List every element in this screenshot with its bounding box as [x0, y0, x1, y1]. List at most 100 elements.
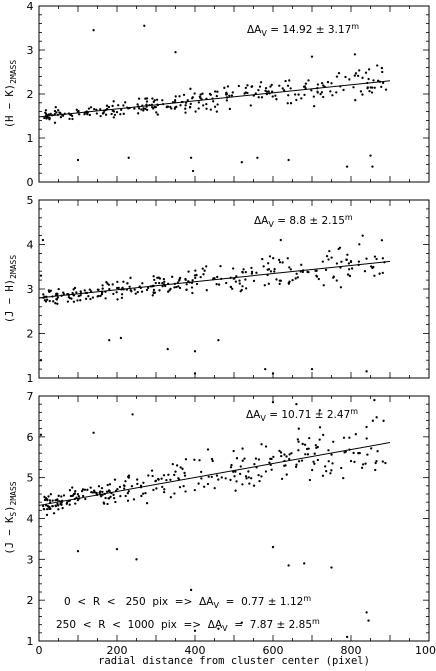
data-point	[230, 94, 234, 97]
data-point	[189, 102, 192, 106]
data-point	[370, 91, 374, 94]
data-point	[239, 290, 242, 293]
data-point	[272, 257, 275, 260]
data-point	[65, 502, 68, 505]
data-point	[244, 271, 247, 274]
data-point	[158, 277, 162, 280]
data-point	[167, 473, 170, 476]
data-point	[105, 490, 109, 493]
data-point	[199, 93, 202, 96]
data-point	[231, 267, 235, 270]
outlier-point	[39, 274, 43, 277]
data-point	[91, 296, 95, 299]
data-point	[226, 85, 230, 88]
data-point	[206, 482, 210, 486]
outlier-point	[303, 562, 306, 565]
data-point	[366, 453, 369, 456]
data-point	[342, 436, 346, 439]
data-point	[203, 269, 206, 272]
data-point	[216, 275, 219, 279]
data-point	[327, 449, 330, 452]
data-point	[84, 497, 87, 501]
data-point	[124, 494, 127, 498]
data-point	[71, 117, 74, 121]
data-point	[278, 84, 281, 87]
data-point	[88, 113, 91, 117]
data-point	[62, 494, 66, 497]
data-point	[321, 474, 325, 477]
data-point	[106, 502, 109, 506]
outlier-point	[193, 372, 197, 375]
data-point	[152, 288, 156, 292]
data-point	[356, 74, 360, 78]
outlier-point	[353, 53, 357, 56]
data-point	[297, 460, 301, 463]
outlier-point	[279, 238, 282, 242]
y-tick-labels-jks: 1 2 3 4 5 6 7	[27, 390, 34, 648]
data-point	[72, 300, 76, 303]
data-point	[193, 92, 196, 95]
data-point	[207, 475, 210, 478]
data-point	[112, 116, 115, 119]
data-point	[382, 419, 385, 422]
outlier-point	[174, 51, 177, 54]
outlier-point	[143, 24, 146, 27]
data-point	[263, 284, 266, 287]
tick-marks-hk	[38, 5, 430, 183]
data-point	[278, 449, 281, 453]
data-point	[133, 107, 136, 110]
data-point	[313, 452, 316, 455]
data-point	[117, 286, 120, 290]
data-point	[191, 279, 194, 282]
outlier-point	[193, 350, 197, 353]
data-point	[117, 104, 120, 107]
data-point	[132, 498, 136, 501]
data-point	[297, 440, 300, 443]
data-point	[205, 102, 208, 106]
data-point	[175, 285, 178, 289]
outlier-point	[92, 431, 95, 434]
tick-marks-jks	[38, 395, 430, 642]
data-point	[328, 249, 331, 253]
data-point	[97, 485, 101, 488]
data-point	[51, 499, 54, 502]
data-point	[107, 105, 111, 109]
data-point	[178, 286, 182, 290]
data-point	[279, 451, 283, 454]
data-point	[173, 99, 177, 102]
data-point	[243, 457, 246, 460]
data-point	[357, 260, 361, 263]
data-point	[367, 77, 370, 81]
y-tick-label: 4	[27, 0, 34, 13]
data-point	[378, 272, 381, 275]
data-point	[56, 302, 59, 305]
fit-line-hk	[38, 80, 391, 118]
panel-hk: 0 1 2 3 4 (H − K)2MASS ΔAV = 14.92 ± 3.17m	[4, 0, 430, 189]
data-point	[340, 260, 343, 263]
data-point	[255, 271, 258, 274]
y-tick-label: 5	[27, 472, 34, 485]
data-point	[229, 466, 233, 469]
tick-marks-jh	[38, 199, 430, 379]
data-point	[104, 113, 108, 116]
data-point	[286, 84, 290, 87]
data-point	[144, 491, 147, 495]
outlier-point	[189, 588, 193, 592]
data-point	[294, 465, 298, 468]
data-point	[217, 478, 220, 481]
data-point	[49, 112, 52, 115]
data-point	[330, 82, 333, 85]
data-point	[224, 477, 227, 480]
data-point	[126, 499, 130, 502]
data-point	[162, 474, 166, 477]
data-point	[161, 485, 164, 488]
data-point	[100, 293, 104, 296]
data-point	[369, 86, 372, 89]
data-point	[168, 289, 171, 292]
data-point	[338, 246, 342, 249]
data-point	[122, 104, 125, 107]
y-tick-label: 3	[27, 283, 34, 296]
data-point	[271, 95, 274, 98]
data-point	[244, 86, 248, 90]
data-point	[169, 105, 172, 109]
